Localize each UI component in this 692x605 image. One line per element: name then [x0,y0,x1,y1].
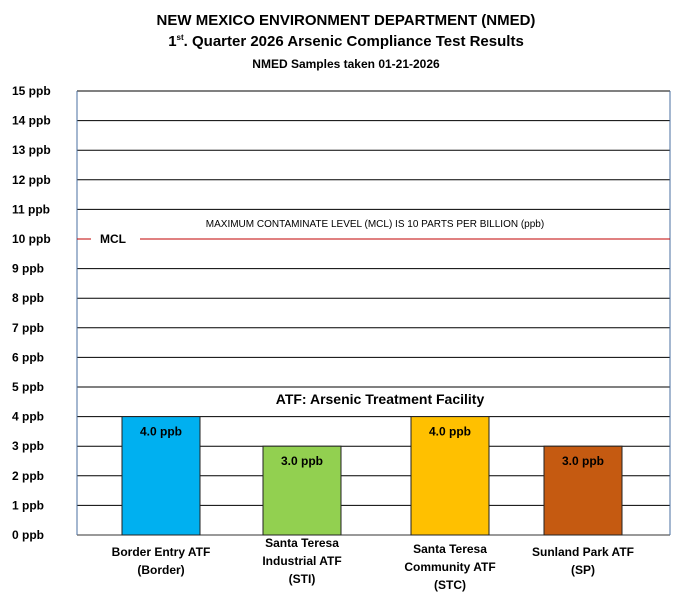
y-tick-label: 13 ppb [12,143,51,157]
y-tick-label: 1 ppb [12,498,44,512]
y-tick-label: 7 ppb [12,321,44,335]
y-tick-label: 10 ppb [12,232,51,246]
chart-subtitle: 1st. Quarter 2026 Arsenic Compliance Tes… [168,33,524,50]
x-tick-label: Santa Teresa [413,542,487,556]
data-label: 3.0 ppb [281,454,323,468]
x-tick-label: (Border) [137,563,184,577]
data-label: 4.0 ppb [140,425,182,439]
y-tick-label: 12 ppb [12,173,51,187]
bar [262,445,342,536]
y-tick-label: 6 ppb [12,350,44,364]
y-tick-label: 9 ppb [12,262,44,276]
x-tick-label: (STC) [434,578,466,592]
x-tick-label: Community ATF [404,560,495,574]
y-tick-label: 3 ppb [12,439,44,453]
y-tick-label: 0 ppb [12,528,44,542]
x-tick-label: Santa Teresa [265,536,339,550]
x-tick-label: (STI) [289,572,316,586]
x-tick-label: Industrial ATF [262,554,341,568]
bar [543,445,623,536]
bar [410,416,490,536]
sample-note: NMED Samples taken 01-21-2026 [252,57,440,71]
mcl-label: MCL [100,232,126,246]
y-tick-label: 14 ppb [12,114,51,128]
y-tick-label: 11 ppb [12,202,50,216]
y-tick-label: 15 ppb [12,84,51,98]
y-tick-label: 2 ppb [12,469,44,483]
chart-title: NEW MEXICO ENVIRONMENT DEPARTMENT (NMED) [156,12,536,29]
x-tick-label: Border Entry ATF [112,545,211,559]
y-tick-label: 8 ppb [12,291,44,305]
data-label: 3.0 ppb [562,454,604,468]
y-tick-label: 4 ppb [12,410,44,424]
mcl-note: MAXIMUM CONTAMINATE LEVEL (MCL) IS 10 PA… [206,219,544,230]
annotation: ATF: Arsenic Treatment Facility [276,391,485,407]
bar [121,416,201,536]
x-tick-label: (SP) [571,563,595,577]
y-tick-label: 5 ppb [12,380,44,394]
x-tick-label: Sunland Park ATF [532,545,634,559]
data-label: 4.0 ppb [429,425,471,439]
